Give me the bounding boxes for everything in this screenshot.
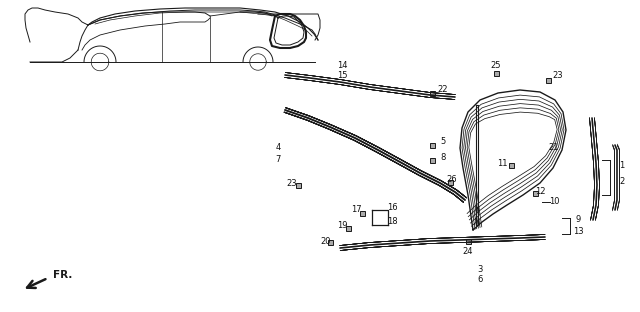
Text: 21: 21 [548,144,559,153]
Text: 25: 25 [491,61,501,70]
Text: 2: 2 [620,178,625,187]
Text: 19: 19 [337,222,348,231]
Text: 3: 3 [477,266,483,275]
Bar [493,71,499,76]
Bar [360,211,365,216]
Bar [545,77,550,82]
Text: 7: 7 [275,155,281,164]
Text: 1: 1 [620,160,625,169]
Bar [465,238,470,243]
Text: 23: 23 [553,71,563,80]
Bar [429,158,435,163]
Text: 9: 9 [575,216,580,225]
Bar [346,226,351,231]
Text: FR.: FR. [53,270,72,280]
Text: 12: 12 [535,187,545,196]
Bar [296,183,301,188]
Bar [509,163,513,168]
Text: 13: 13 [573,227,583,236]
Text: 10: 10 [548,197,559,207]
Text: 23: 23 [287,178,298,188]
Bar [532,191,538,196]
Text: 22: 22 [438,85,448,95]
Bar [429,143,435,148]
Text: 8: 8 [440,154,445,163]
Text: 11: 11 [497,158,508,168]
Text: 6: 6 [477,275,483,285]
Bar [429,90,435,95]
Text: 16: 16 [387,203,397,212]
Text: 18: 18 [387,217,397,227]
Text: 26: 26 [447,175,458,184]
Bar [328,240,333,245]
Bar [447,179,452,184]
Text: 20: 20 [321,237,332,246]
Text: 24: 24 [463,247,473,256]
Text: 4: 4 [275,144,280,153]
Text: 17: 17 [351,206,362,215]
Text: 5: 5 [440,138,445,147]
Text: 14: 14 [337,61,348,71]
Text: 15: 15 [337,71,348,80]
